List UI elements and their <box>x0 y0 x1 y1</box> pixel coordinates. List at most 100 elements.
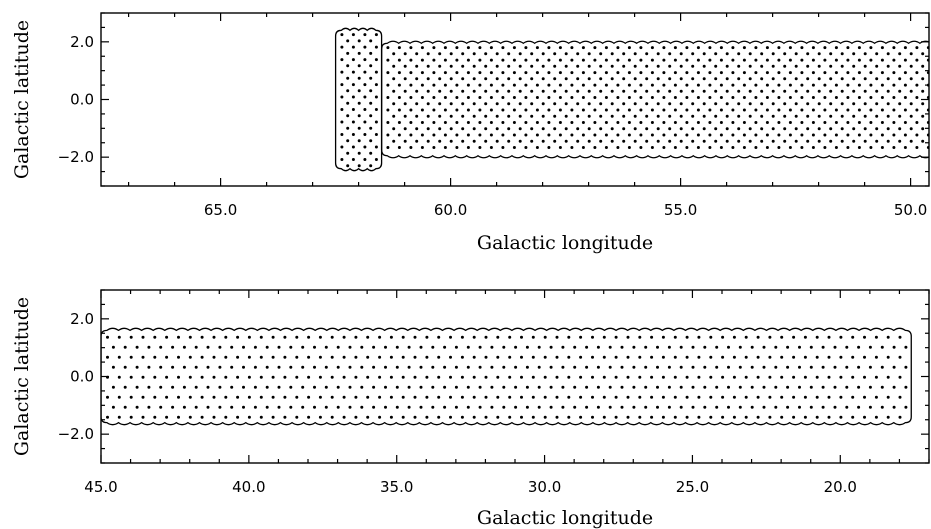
pointing-dot <box>611 140 614 143</box>
pointing-dot <box>780 396 783 399</box>
pointing-dot <box>846 96 849 99</box>
pointing-dot <box>340 83 343 86</box>
pointing-dot <box>352 121 355 124</box>
pointing-dot <box>627 416 630 419</box>
pointing-dot <box>437 336 440 339</box>
pointing-dot <box>898 77 901 80</box>
pointing-dot <box>823 46 826 49</box>
pointing-dot <box>372 346 375 349</box>
pointing-dot <box>313 366 316 369</box>
pointing-dot <box>542 102 545 105</box>
pointing-dot <box>260 356 263 359</box>
pointing-dot <box>450 127 453 130</box>
pointing-dot <box>588 77 591 80</box>
pointing-dot <box>632 406 635 409</box>
pointing-dot <box>777 134 780 137</box>
pointing-dot <box>766 46 769 49</box>
pointing-dot <box>754 71 757 74</box>
pointing-dot <box>536 146 539 149</box>
pointing-dot <box>514 386 517 389</box>
pointing-dot <box>340 146 343 149</box>
pointing-dot <box>369 152 372 155</box>
pointing-dot <box>588 65 591 68</box>
pointing-dot <box>875 115 878 118</box>
pointing-dot <box>887 396 890 399</box>
pointing-dot <box>414 336 417 339</box>
pointing-dot <box>789 71 792 74</box>
pointing-dot <box>697 416 700 419</box>
pointing-dot <box>893 366 896 369</box>
pointing-dot <box>375 33 378 36</box>
pointing-dot <box>822 366 825 369</box>
pointing-dot <box>668 346 671 349</box>
pointing-dot <box>703 90 706 93</box>
pointing-dot <box>875 140 878 143</box>
pointing-dot <box>910 65 913 68</box>
pointing-dot <box>881 46 884 49</box>
pointing-dot <box>768 396 771 399</box>
pointing-dot <box>754 109 757 112</box>
pointing-dot <box>881 71 884 74</box>
pointing-dot <box>398 109 401 112</box>
pointing-dot <box>697 134 700 137</box>
pointing-dot <box>325 366 328 369</box>
pointing-dot <box>484 127 487 130</box>
pointing-dot <box>124 366 127 369</box>
x-axis-label: Galactic longitude <box>477 507 653 529</box>
pointing-dot <box>869 109 872 112</box>
pointing-dot <box>467 59 470 62</box>
pointing-dot <box>473 396 476 399</box>
pointing-dot <box>514 406 517 409</box>
pointing-dot <box>224 376 227 379</box>
pointing-dot <box>524 59 527 62</box>
pointing-dot <box>461 396 464 399</box>
pointing-dot <box>795 77 798 80</box>
pointing-dot <box>835 46 838 49</box>
pointing-dot <box>628 71 631 74</box>
pointing-dot <box>757 396 760 399</box>
pointing-dot <box>490 46 493 49</box>
pointing-dot <box>806 90 809 93</box>
pointing-dot <box>124 406 127 409</box>
pointing-dot <box>473 376 476 379</box>
pointing-dot <box>611 52 614 55</box>
pointing-dot <box>726 115 729 118</box>
pointing-dot <box>915 109 918 112</box>
pointing-dot <box>915 121 918 124</box>
pointing-dot <box>715 346 718 349</box>
pointing-dot <box>816 396 819 399</box>
x-tick-label: 40.0 <box>232 478 265 496</box>
pointing-dot <box>644 366 647 369</box>
pointing-dot <box>340 33 343 36</box>
pointing-dot <box>437 416 440 419</box>
pointing-dot <box>657 127 660 130</box>
pointing-dot <box>501 121 504 124</box>
pointing-dot <box>763 386 766 389</box>
pointing-dot <box>616 134 619 137</box>
pointing-dot <box>177 376 180 379</box>
pointing-dot <box>674 59 677 62</box>
pointing-dot <box>921 115 924 118</box>
pointing-dot <box>392 77 395 80</box>
pointing-dot <box>547 146 550 149</box>
pointing-dot <box>189 416 192 419</box>
pointing-dot <box>553 90 556 93</box>
pointing-dot <box>697 376 700 379</box>
pointing-dot <box>473 90 476 93</box>
pointing-dot <box>627 396 630 399</box>
pointing-dot <box>278 386 281 389</box>
pointing-dot <box>680 52 683 55</box>
pointing-dot <box>609 406 612 409</box>
y-axis-label: Galactic latitude <box>11 20 33 179</box>
pointing-dot <box>611 115 614 118</box>
pointing-dot <box>749 65 752 68</box>
pointing-dot <box>513 71 516 74</box>
pointing-dot <box>573 366 576 369</box>
pointing-dot <box>621 406 624 409</box>
pointing-dot <box>547 59 550 62</box>
pointing-dot <box>616 71 619 74</box>
pointing-dot <box>118 336 121 339</box>
pointing-dot <box>904 386 907 389</box>
pointing-dot <box>798 366 801 369</box>
pointing-dot <box>823 59 826 62</box>
